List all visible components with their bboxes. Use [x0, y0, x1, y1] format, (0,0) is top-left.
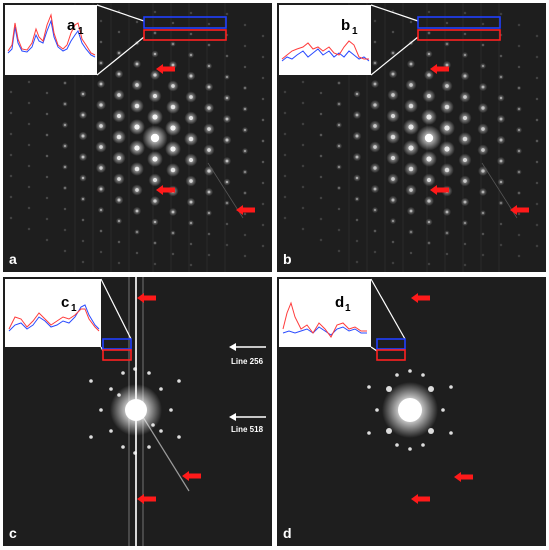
- diffraction-pattern-d: [367, 293, 473, 504]
- spot-lattice: [283, 9, 539, 267]
- red-arrow-right-c: [182, 471, 201, 481]
- central-beam: [382, 382, 438, 438]
- line-256-label: Line 256: [231, 357, 264, 366]
- red-arrow-middle-a: [156, 185, 175, 195]
- spot-ring: [367, 369, 453, 451]
- red-arrow-lower-a: [236, 205, 255, 215]
- panel-letter-c: c: [9, 525, 17, 541]
- red-arrow-upper-b: [430, 64, 449, 74]
- panel-letter-a: a: [9, 251, 17, 267]
- line-518-label: Line 518: [231, 425, 264, 434]
- panel-b: b 1 b: [277, 3, 546, 272]
- diffraction-pattern-b: [283, 3, 539, 272]
- red-arrow-upper-c: [137, 293, 156, 303]
- red-arrow-lower-c: [137, 494, 156, 504]
- panel-letter-b: b: [283, 251, 292, 267]
- red-arrow-middle-b: [430, 185, 449, 195]
- diffraction-pattern-c: [89, 277, 201, 546]
- panel-a: a 1 a: [3, 3, 272, 272]
- diffraction-pattern-a: [9, 3, 265, 272]
- red-arrow-upper-d: [411, 293, 430, 303]
- red-arrow-right-d: [454, 472, 473, 482]
- spot-ring: [89, 367, 181, 455]
- central-beam: [110, 277, 190, 546]
- panel-letter-d: d: [283, 525, 292, 541]
- red-arrow-lower-d: [411, 494, 430, 504]
- panel-c: c 1 Line 256 Line 518 c: [3, 277, 272, 546]
- red-arrow-lower-b: [510, 205, 529, 215]
- red-arrow-upper-a: [156, 64, 175, 74]
- spot-lattice: [9, 9, 265, 267]
- panel-d: d 1 d: [277, 277, 546, 546]
